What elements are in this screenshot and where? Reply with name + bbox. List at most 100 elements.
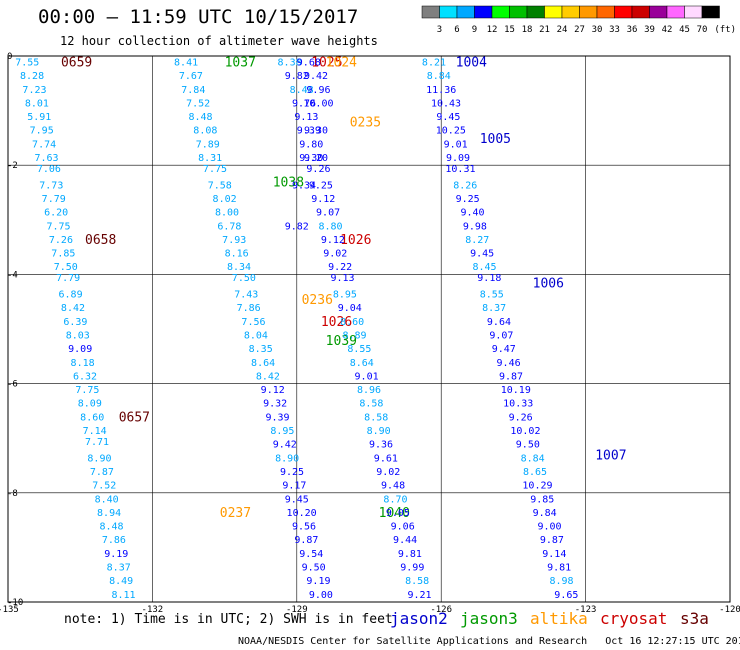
- x-tick-label: -132: [142, 605, 164, 615]
- x-tick-label: -129: [286, 605, 308, 615]
- swh-value-point: 8.00: [215, 208, 239, 219]
- scale-tick-label: 33: [609, 25, 620, 35]
- swh-value-point: 9.80: [299, 139, 323, 150]
- swh-value-point: 9.13: [294, 112, 318, 123]
- scale-tick-label: 70: [697, 25, 708, 35]
- swh-value-point: 8.18: [71, 358, 95, 369]
- time-label: 0237: [220, 506, 251, 521]
- footer-note: note: 1) Time is in UTC; 2) SWH is in fe…: [64, 612, 393, 627]
- swh-value-point: 9.65: [554, 590, 578, 601]
- swh-value-point: 7.87: [90, 467, 114, 478]
- swh-value-point: 9.96: [306, 85, 330, 96]
- swh-value-point: 10.00: [303, 98, 333, 109]
- swh-value-point: 7.50: [232, 273, 256, 284]
- swh-value-point: 9.22: [328, 262, 352, 273]
- swh-value-point: 7.56: [241, 317, 265, 328]
- legend-entry: cryosat: [600, 609, 667, 628]
- time-label: 1026: [321, 315, 352, 330]
- scale-tick-label: 6: [454, 25, 459, 35]
- swh-value-point: 10.25: [436, 126, 466, 137]
- time-label: 1039: [326, 334, 357, 349]
- swh-value-point: 7.26: [49, 235, 73, 246]
- time-label: 1040: [379, 506, 410, 521]
- swh-value-point: 7.23: [22, 85, 46, 96]
- time-label: 0236: [302, 293, 333, 308]
- swh-value-point: 7.14: [83, 426, 107, 437]
- swh-value-point: 8.41: [174, 57, 198, 68]
- swh-value-point: 9.05: [386, 508, 410, 519]
- swh-value-point: 9.07: [316, 208, 340, 219]
- swh-value-point: 8.49: [109, 576, 133, 587]
- swh-value-point: 9.06: [391, 522, 415, 533]
- scale-swatch: [701, 5, 720, 19]
- swh-value-point: 7.63: [34, 153, 58, 164]
- swh-value-point: 9.12: [261, 385, 285, 396]
- swh-value-point: 9.81: [398, 549, 422, 560]
- swh-value-point: 9.09: [446, 153, 470, 164]
- swh-value-point: 8.55: [480, 290, 504, 301]
- scale-tick-label: 18: [522, 25, 533, 35]
- swh-value-point: 10.33: [503, 399, 533, 410]
- swh-value-point: 9.84: [533, 508, 557, 519]
- swh-value-point: 8.48: [188, 112, 212, 123]
- legend-entry: jason3: [460, 609, 518, 628]
- swh-value-point: 8.48: [290, 85, 314, 96]
- legend-entry: altika: [530, 609, 588, 628]
- y-tick-label: 0: [7, 52, 12, 62]
- scale-tick-label: 30: [592, 25, 603, 35]
- swh-value-point: 8.26: [453, 180, 477, 191]
- swh-value-point: 8.48: [99, 522, 123, 533]
- swh-value-point: 9.26: [306, 164, 330, 175]
- swh-value-point: 8.95: [270, 426, 294, 437]
- time-label: 1025: [311, 55, 342, 70]
- swh-value-point: 9.98: [463, 221, 487, 232]
- swh-value-point: 9.42: [304, 71, 328, 82]
- swh-value-point: 9.01: [444, 139, 468, 150]
- swh-value-point: 10.31: [445, 164, 475, 175]
- swh-value-point: 9.12: [311, 194, 335, 205]
- swh-value-point: 8.38: [278, 57, 302, 68]
- swh-value-point: 8.02: [213, 194, 237, 205]
- swh-value-point: 8.27: [465, 235, 489, 246]
- scale-tick-label: 15: [504, 25, 515, 35]
- swh-value-point: 7.89: [196, 139, 220, 150]
- swh-value-point: 7.43: [234, 290, 258, 301]
- swh-value-point: 7.95: [30, 126, 54, 137]
- swh-value-point: 7.75: [75, 385, 99, 396]
- swh-value-point: 9.18: [477, 273, 501, 284]
- scale-unit-label: (ft): [714, 25, 736, 35]
- swh-value-point: 8.45: [472, 262, 496, 273]
- swh-value-point: 9.12: [321, 235, 345, 246]
- swh-value-point: 7.93: [222, 235, 246, 246]
- color-scale-legend: 3 6 9 12 15 18 21 24 27 30 33 36 39 42 45 70 (ft): [421, 5, 736, 35]
- swh-value-point: 7.86: [237, 303, 261, 314]
- swh-value-point: 8.89: [343, 330, 367, 341]
- swh-value-point: 8.42: [256, 371, 280, 382]
- swh-value-point: 8.64: [350, 358, 374, 369]
- swh-value-point: 10.29: [522, 481, 552, 492]
- swh-value-point: 10.43: [431, 98, 461, 109]
- scale-tick-label: 24: [557, 25, 568, 35]
- swh-value-point: 9.85: [530, 494, 554, 505]
- time-label: 1004: [456, 55, 487, 70]
- swh-value-point: 8.37: [482, 303, 506, 314]
- swh-value-point: 9.54: [299, 549, 323, 560]
- swh-value-point: 9.25: [280, 467, 304, 478]
- time-label: 0235: [350, 116, 381, 131]
- swh-value-point: 8.58: [364, 412, 388, 423]
- swh-value-point: 8.60: [340, 317, 364, 328]
- time-label: 1007: [595, 449, 626, 464]
- swh-value-point: 9.45: [285, 494, 309, 505]
- swh-value-point: 8.84: [427, 71, 451, 82]
- swh-value-point: 7.79: [56, 273, 80, 284]
- swh-value-point: 9.14: [542, 549, 566, 560]
- swh-value-point: 8.42: [61, 303, 85, 314]
- swh-value-point: 9.44: [393, 535, 417, 546]
- swh-value-point: 9.25: [309, 180, 333, 191]
- time-label: 1038: [273, 176, 304, 191]
- swh-value-point: 9.17: [282, 481, 306, 492]
- swh-value-point: 9.34: [292, 180, 316, 191]
- swh-value-point: 8.60: [80, 412, 104, 423]
- legend-entry: s3a: [680, 609, 709, 628]
